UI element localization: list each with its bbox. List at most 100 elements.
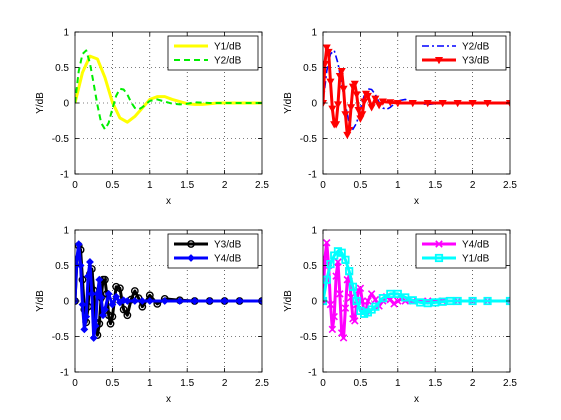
series-marker (235, 297, 244, 305)
series-marker (358, 111, 367, 119)
y-tick-label: 0 (63, 297, 69, 308)
y-tick-label: -1 (60, 170, 69, 181)
y-tick-label: -1 (308, 368, 317, 379)
series-marker (99, 311, 107, 320)
series-marker (187, 240, 195, 248)
series-marker (335, 72, 344, 81)
series-marker (145, 297, 154, 305)
x-axis-label: x (414, 394, 419, 405)
series-marker (367, 104, 376, 112)
series-marker (371, 302, 380, 311)
series-marker (423, 99, 432, 108)
series-marker (80, 325, 89, 334)
x-axis-label: x (414, 196, 419, 207)
series-marker (104, 289, 113, 298)
y-tick-label: -0.5 (52, 332, 70, 343)
x-tick-label: 0.5 (353, 378, 367, 389)
series-marker (333, 101, 343, 109)
series-marker (205, 297, 214, 305)
series-marker (345, 126, 354, 135)
series-marker (75, 240, 83, 249)
x-tick-label: 1.5 (180, 378, 194, 389)
series-marker (326, 300, 335, 309)
y-tick-label: 1 (63, 226, 69, 237)
series-marker (334, 258, 342, 266)
series-marker (345, 267, 354, 276)
series-2 (323, 44, 510, 140)
legend-label: Y1/dB (214, 42, 242, 53)
series-2 (75, 240, 262, 342)
legend-label: Y1/dB (462, 254, 490, 265)
series-marker (416, 298, 425, 307)
series-marker (323, 44, 331, 52)
x-tick-label: 0 (320, 180, 326, 191)
series-marker (130, 297, 139, 305)
x-tick-label: 1.5 (428, 378, 442, 389)
series-marker (112, 282, 121, 291)
series-marker (89, 334, 98, 342)
series-marker (108, 300, 117, 309)
x-tick-label: 0 (72, 378, 78, 389)
series-marker (123, 297, 132, 305)
series-marker (337, 67, 346, 76)
plot-data (75, 240, 262, 342)
series-marker (95, 275, 104, 284)
series-marker (434, 253, 444, 263)
series-marker (371, 95, 380, 103)
series-marker (408, 99, 417, 108)
y-tick-label: 0 (311, 99, 317, 110)
series-marker (75, 254, 81, 263)
series-marker (119, 305, 128, 314)
x-tick-label: 0 (320, 378, 326, 389)
x-tick-label: 2 (222, 378, 228, 389)
series-marker (356, 284, 365, 292)
series-marker (91, 321, 100, 330)
series-marker (394, 297, 402, 305)
x-tick-label: 1 (147, 180, 153, 191)
series-marker (86, 258, 94, 266)
series-marker (386, 289, 395, 299)
legend-label: Y3/dB (462, 56, 490, 67)
series-marker (108, 312, 117, 321)
chart-panel-2: 0 0.5 1 1.5 2 2.5 -1 -0.5 0 0.5 1 x Y/dB Y2/dB Y3/dB (283, 28, 517, 208)
series-marker (438, 297, 447, 306)
series-marker (378, 98, 387, 106)
x-axis-label: x (166, 394, 171, 405)
series-marker (187, 254, 195, 262)
series-marker (378, 294, 387, 303)
legend-box (167, 35, 259, 71)
series-marker (343, 131, 352, 140)
series-marker (375, 102, 384, 110)
series-marker (87, 289, 96, 298)
series-marker (326, 78, 335, 86)
x-tick-label: 2 (470, 378, 476, 389)
series-marker (434, 56, 444, 65)
legend-label: Y4/dB (214, 254, 242, 265)
series-marker (468, 296, 477, 306)
y-tick-label: 0 (63, 99, 69, 110)
series-marker (341, 111, 350, 119)
series-marker (341, 255, 350, 264)
x-tick-label: 1 (147, 378, 153, 389)
series-marker (453, 296, 462, 306)
legend-box (167, 233, 259, 269)
series-marker (101, 305, 109, 314)
series-marker (438, 99, 447, 108)
y-tick-label: 0.5 (55, 261, 69, 272)
x-tick-label: 2 (222, 180, 228, 191)
x-tick-label: 0.5 (105, 180, 119, 191)
y-tick-label: 1 (63, 28, 69, 39)
y-tick-label: -1 (308, 170, 317, 181)
series-line (323, 49, 510, 131)
series-marker (97, 293, 106, 302)
series-marker (393, 99, 402, 108)
x-tick-label: 1.5 (428, 180, 442, 191)
x-tick-label: 2.5 (255, 378, 269, 389)
y-axis-label: Y/dB (283, 290, 294, 312)
legend-label: Y4/dB (462, 240, 490, 251)
y-tick-label: 1 (311, 28, 317, 39)
y-axis-label: Y/dB (35, 92, 46, 114)
plot-data (323, 44, 510, 140)
series-marker (483, 296, 492, 306)
series-marker (330, 312, 338, 321)
